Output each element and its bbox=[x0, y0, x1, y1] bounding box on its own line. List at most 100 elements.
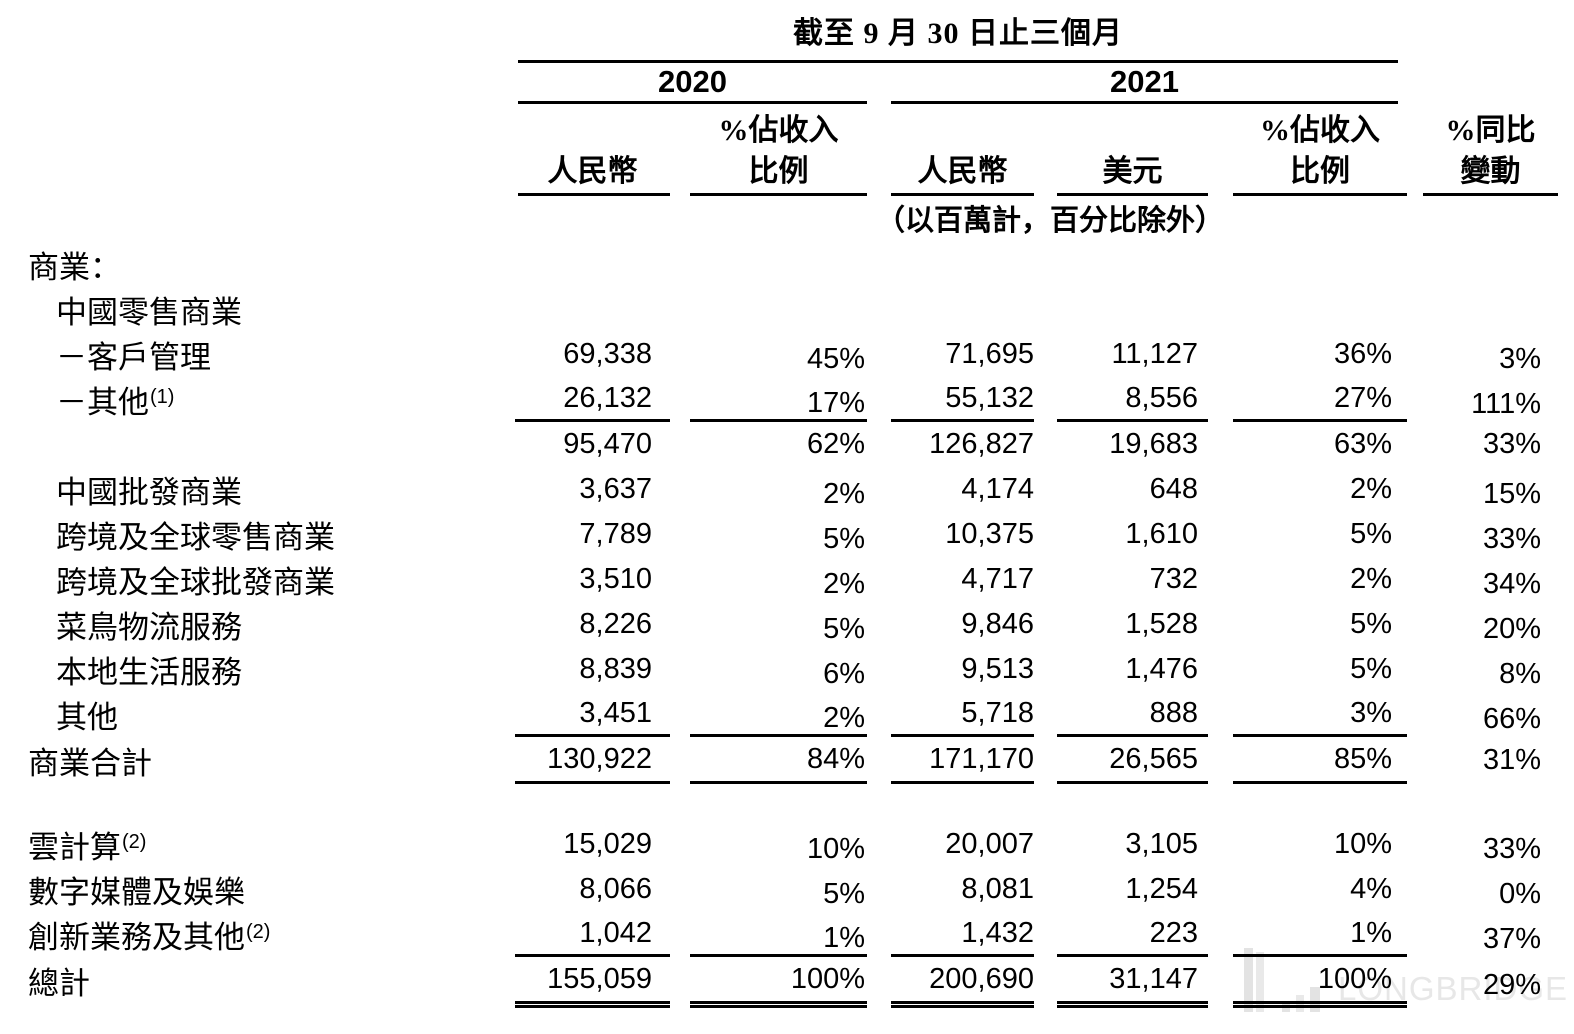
table-row: 95,470 62% 126,827 19,683 63% 33% bbox=[0, 422, 1574, 467]
cell-rmb-2021: 10,375 bbox=[891, 512, 1034, 557]
cell-value: 20% bbox=[1482, 613, 1541, 645]
table-row: 雲計算(2) 15,029 10% 20,007 3,105 10% 33% bbox=[0, 822, 1574, 867]
cell-pct-revenue-2020: 2% bbox=[690, 467, 867, 512]
cell-value: 648 bbox=[1149, 473, 1198, 505]
cell-value: 8,556 bbox=[1125, 381, 1198, 414]
cell-value: 71,695 bbox=[945, 338, 1034, 370]
cell-rmb-2021: 20,007 bbox=[891, 822, 1034, 867]
row-label-text: 總計 bbox=[28, 966, 90, 1001]
cell-pct-revenue-2021: 85% bbox=[1233, 737, 1407, 784]
cell-pct-revenue-2020: 6% bbox=[690, 647, 867, 692]
column-header-text: 比例 bbox=[748, 155, 809, 188]
cell-usd-2021: 26,565 bbox=[1057, 737, 1208, 784]
table-row: 數字媒體及娛樂 8,066 5% 8,081 1,254 4% 0% bbox=[0, 867, 1574, 912]
period-title-rule bbox=[518, 60, 1398, 63]
column-header-text: 人民幣 bbox=[917, 155, 1008, 188]
row-label: 跨境及全球批發商業 bbox=[0, 557, 515, 602]
cell-pct-revenue-2021: 3% bbox=[1233, 692, 1407, 737]
cell-value: 17% bbox=[806, 386, 865, 419]
column-rule-usd-2021 bbox=[1057, 193, 1208, 196]
cell-value: 5% bbox=[1350, 608, 1392, 640]
cell-usd-2021: 888 bbox=[1057, 692, 1208, 737]
cell-rmb-2021: 4,174 bbox=[891, 467, 1034, 512]
longbridge-watermark-text: LONGBRIDGE bbox=[1338, 970, 1569, 1007]
cell-value: 19,683 bbox=[1109, 428, 1198, 460]
cell-value: 36% bbox=[1333, 338, 1392, 370]
cell-value: 9,513 bbox=[961, 653, 1034, 685]
cell-value: 5% bbox=[1350, 518, 1392, 550]
column-header-text: 美元 bbox=[1102, 155, 1163, 188]
cell-pct-revenue-2020: 5% bbox=[690, 512, 867, 557]
cell-value: 1,042 bbox=[579, 916, 652, 949]
column-header-text: 人民幣 bbox=[547, 155, 638, 188]
cell-value: 2% bbox=[823, 701, 865, 734]
cell-rmb-2021: 9,513 bbox=[891, 647, 1034, 692]
cell-value: 171,170 bbox=[929, 742, 1034, 775]
cell-value: 10% bbox=[1333, 828, 1392, 860]
row-label: 中國批發商業 bbox=[0, 467, 515, 512]
cell-value: 11,127 bbox=[1111, 338, 1198, 370]
cell-value: 1,610 bbox=[1125, 518, 1198, 550]
cell-value: 5,718 bbox=[961, 696, 1034, 729]
cell-rmb-2020: 3,451 bbox=[515, 692, 670, 737]
cell-value: 31% bbox=[1482, 744, 1541, 776]
row-label-text: 中國零售商業 bbox=[56, 295, 242, 330]
cell-yoy-change: 8% bbox=[1423, 647, 1558, 692]
cell-pct-revenue-2021: 4% bbox=[1233, 867, 1407, 912]
cell-value: 3,637 bbox=[579, 473, 652, 505]
cell-value: 10,375 bbox=[945, 518, 1034, 550]
cell-rmb-2021: 9,846 bbox=[891, 602, 1034, 647]
row-label-text: 中國批發商業 bbox=[56, 475, 242, 510]
cell-pct-revenue-2020: 2% bbox=[690, 692, 867, 737]
cell-value: 15% bbox=[1482, 478, 1541, 510]
cell-value: 8,066 bbox=[579, 873, 652, 905]
cell-usd-2021: 648 bbox=[1057, 467, 1208, 512]
row-label: 數字媒體及娛樂 bbox=[0, 867, 515, 912]
cell-value: 62% bbox=[806, 428, 865, 460]
row-label-text: 跨境及全球零售商業 bbox=[56, 520, 335, 555]
cell-yoy-change: 33% bbox=[1423, 422, 1558, 467]
cell-value: 5% bbox=[823, 878, 865, 910]
table-row: 跨境及全球零售商業 7,789 5% 10,375 1,610 5% 33% bbox=[0, 512, 1574, 557]
cell-rmb-2020: 1,042 bbox=[515, 912, 670, 957]
cell-usd-2021: 1,476 bbox=[1057, 647, 1208, 692]
row-label-text: －其他 bbox=[56, 385, 149, 420]
cell-pct-revenue-2021: 5% bbox=[1233, 602, 1407, 647]
cell-usd-2021: 223 bbox=[1057, 912, 1208, 957]
row-label-text: 雲計算 bbox=[28, 830, 121, 865]
row-label: 本地生活服務 bbox=[0, 647, 515, 692]
cell-value: 33% bbox=[1482, 428, 1541, 460]
cell-usd-2021: 1,254 bbox=[1057, 867, 1208, 912]
cell-pct-revenue-2020: 84% bbox=[690, 737, 867, 784]
column-header-text: %同比 bbox=[1445, 114, 1536, 147]
cell-value: 732 bbox=[1149, 563, 1198, 595]
cell-pct-revenue-2021: 63% bbox=[1233, 422, 1407, 467]
cell-value: 9,846 bbox=[961, 608, 1034, 640]
cell-rmb-2021: 8,081 bbox=[891, 867, 1034, 912]
cell-value: 6% bbox=[823, 658, 865, 690]
cell-rmb-2020: 8,066 bbox=[515, 867, 670, 912]
row-label: 總計 bbox=[0, 958, 515, 1003]
cell-yoy-change: 29% bbox=[1423, 957, 1558, 1004]
table-row: 其他 3,451 2% 5,718 888 3% 66% bbox=[0, 692, 1574, 737]
cell-value: 27% bbox=[1333, 381, 1392, 414]
cell-pct-revenue-2020: 17% bbox=[690, 377, 867, 422]
cell-yoy-change: 31% bbox=[1423, 737, 1558, 784]
cell-pct-revenue-2020: 62% bbox=[690, 422, 867, 467]
footnote-marker: (1) bbox=[150, 386, 175, 408]
cell-value: 15,029 bbox=[563, 828, 652, 860]
cell-value: 5% bbox=[823, 613, 865, 645]
cell-value: 31,147 bbox=[1109, 962, 1198, 995]
year-2020-header: 2020 bbox=[658, 64, 727, 99]
cell-usd-2021: 19,683 bbox=[1057, 422, 1208, 467]
unit-note: （以百萬計，百分比除外） bbox=[875, 205, 1224, 237]
cell-usd-2021: 31,147 bbox=[1057, 957, 1208, 1008]
row-label: 中國零售商業 bbox=[0, 287, 515, 332]
column-rule-yoy bbox=[1423, 193, 1558, 196]
row-label: 雲計算(2) bbox=[0, 822, 515, 867]
cell-value: 4,174 bbox=[961, 473, 1034, 505]
cell-value: 100% bbox=[790, 962, 865, 995]
cell-rmb-2020: 8,226 bbox=[515, 602, 670, 647]
column-header-pct-revenue-2021: %佔收入 比例 bbox=[1233, 106, 1407, 192]
row-label-text: 跨境及全球批發商業 bbox=[56, 565, 335, 600]
